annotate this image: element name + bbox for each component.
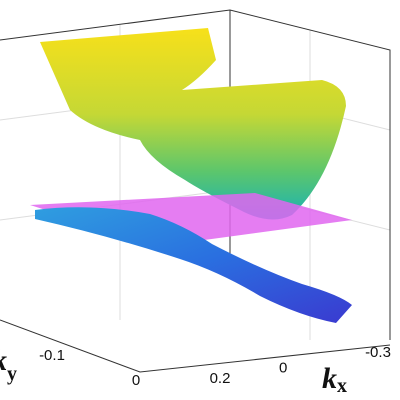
y-label-main: k xyxy=(0,344,7,377)
lower-surface xyxy=(35,207,352,323)
y-tick-label: 0 xyxy=(132,372,140,389)
x-tick-label: 0 xyxy=(279,360,287,377)
x-label-sub: x xyxy=(337,375,347,397)
y-label-sub: y xyxy=(7,363,17,385)
x-tick-label: -0.3 xyxy=(365,344,391,361)
x-tick-label: 0.2 xyxy=(210,370,231,387)
x-axis-label: kx xyxy=(322,362,347,397)
y-tick-label: -0.1 xyxy=(39,347,65,364)
upper-surface xyxy=(40,28,346,220)
plane xyxy=(30,193,352,246)
x-label-main: k xyxy=(322,362,337,395)
y-axis-label: ky xyxy=(0,344,17,385)
